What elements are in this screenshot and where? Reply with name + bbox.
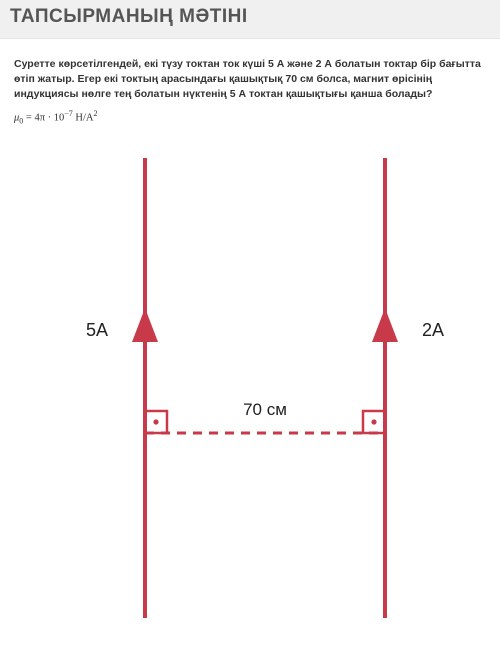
formula: μ0 = 4π · 10−7 Н/А2 [14,109,486,126]
problem-text: Суретте көрсетілгендей, екі түзу токтан … [14,57,486,103]
content-area: Суретте көрсетілгендей, екі түзу токтан … [0,39,500,623]
page-title: ТАПСЫРМАНЫҢ МӘТІНІ [10,6,490,28]
physics-diagram: 5A 2A 70 см [40,153,460,623]
diagram-container: 5A 2A 70 см [14,153,486,623]
svg-text:2A: 2A [422,320,444,340]
header-bar: ТАПСЫРМАНЫҢ МӘТІНІ [0,0,500,39]
svg-text:70 см: 70 см [243,400,287,419]
svg-text:5A: 5A [86,320,108,340]
